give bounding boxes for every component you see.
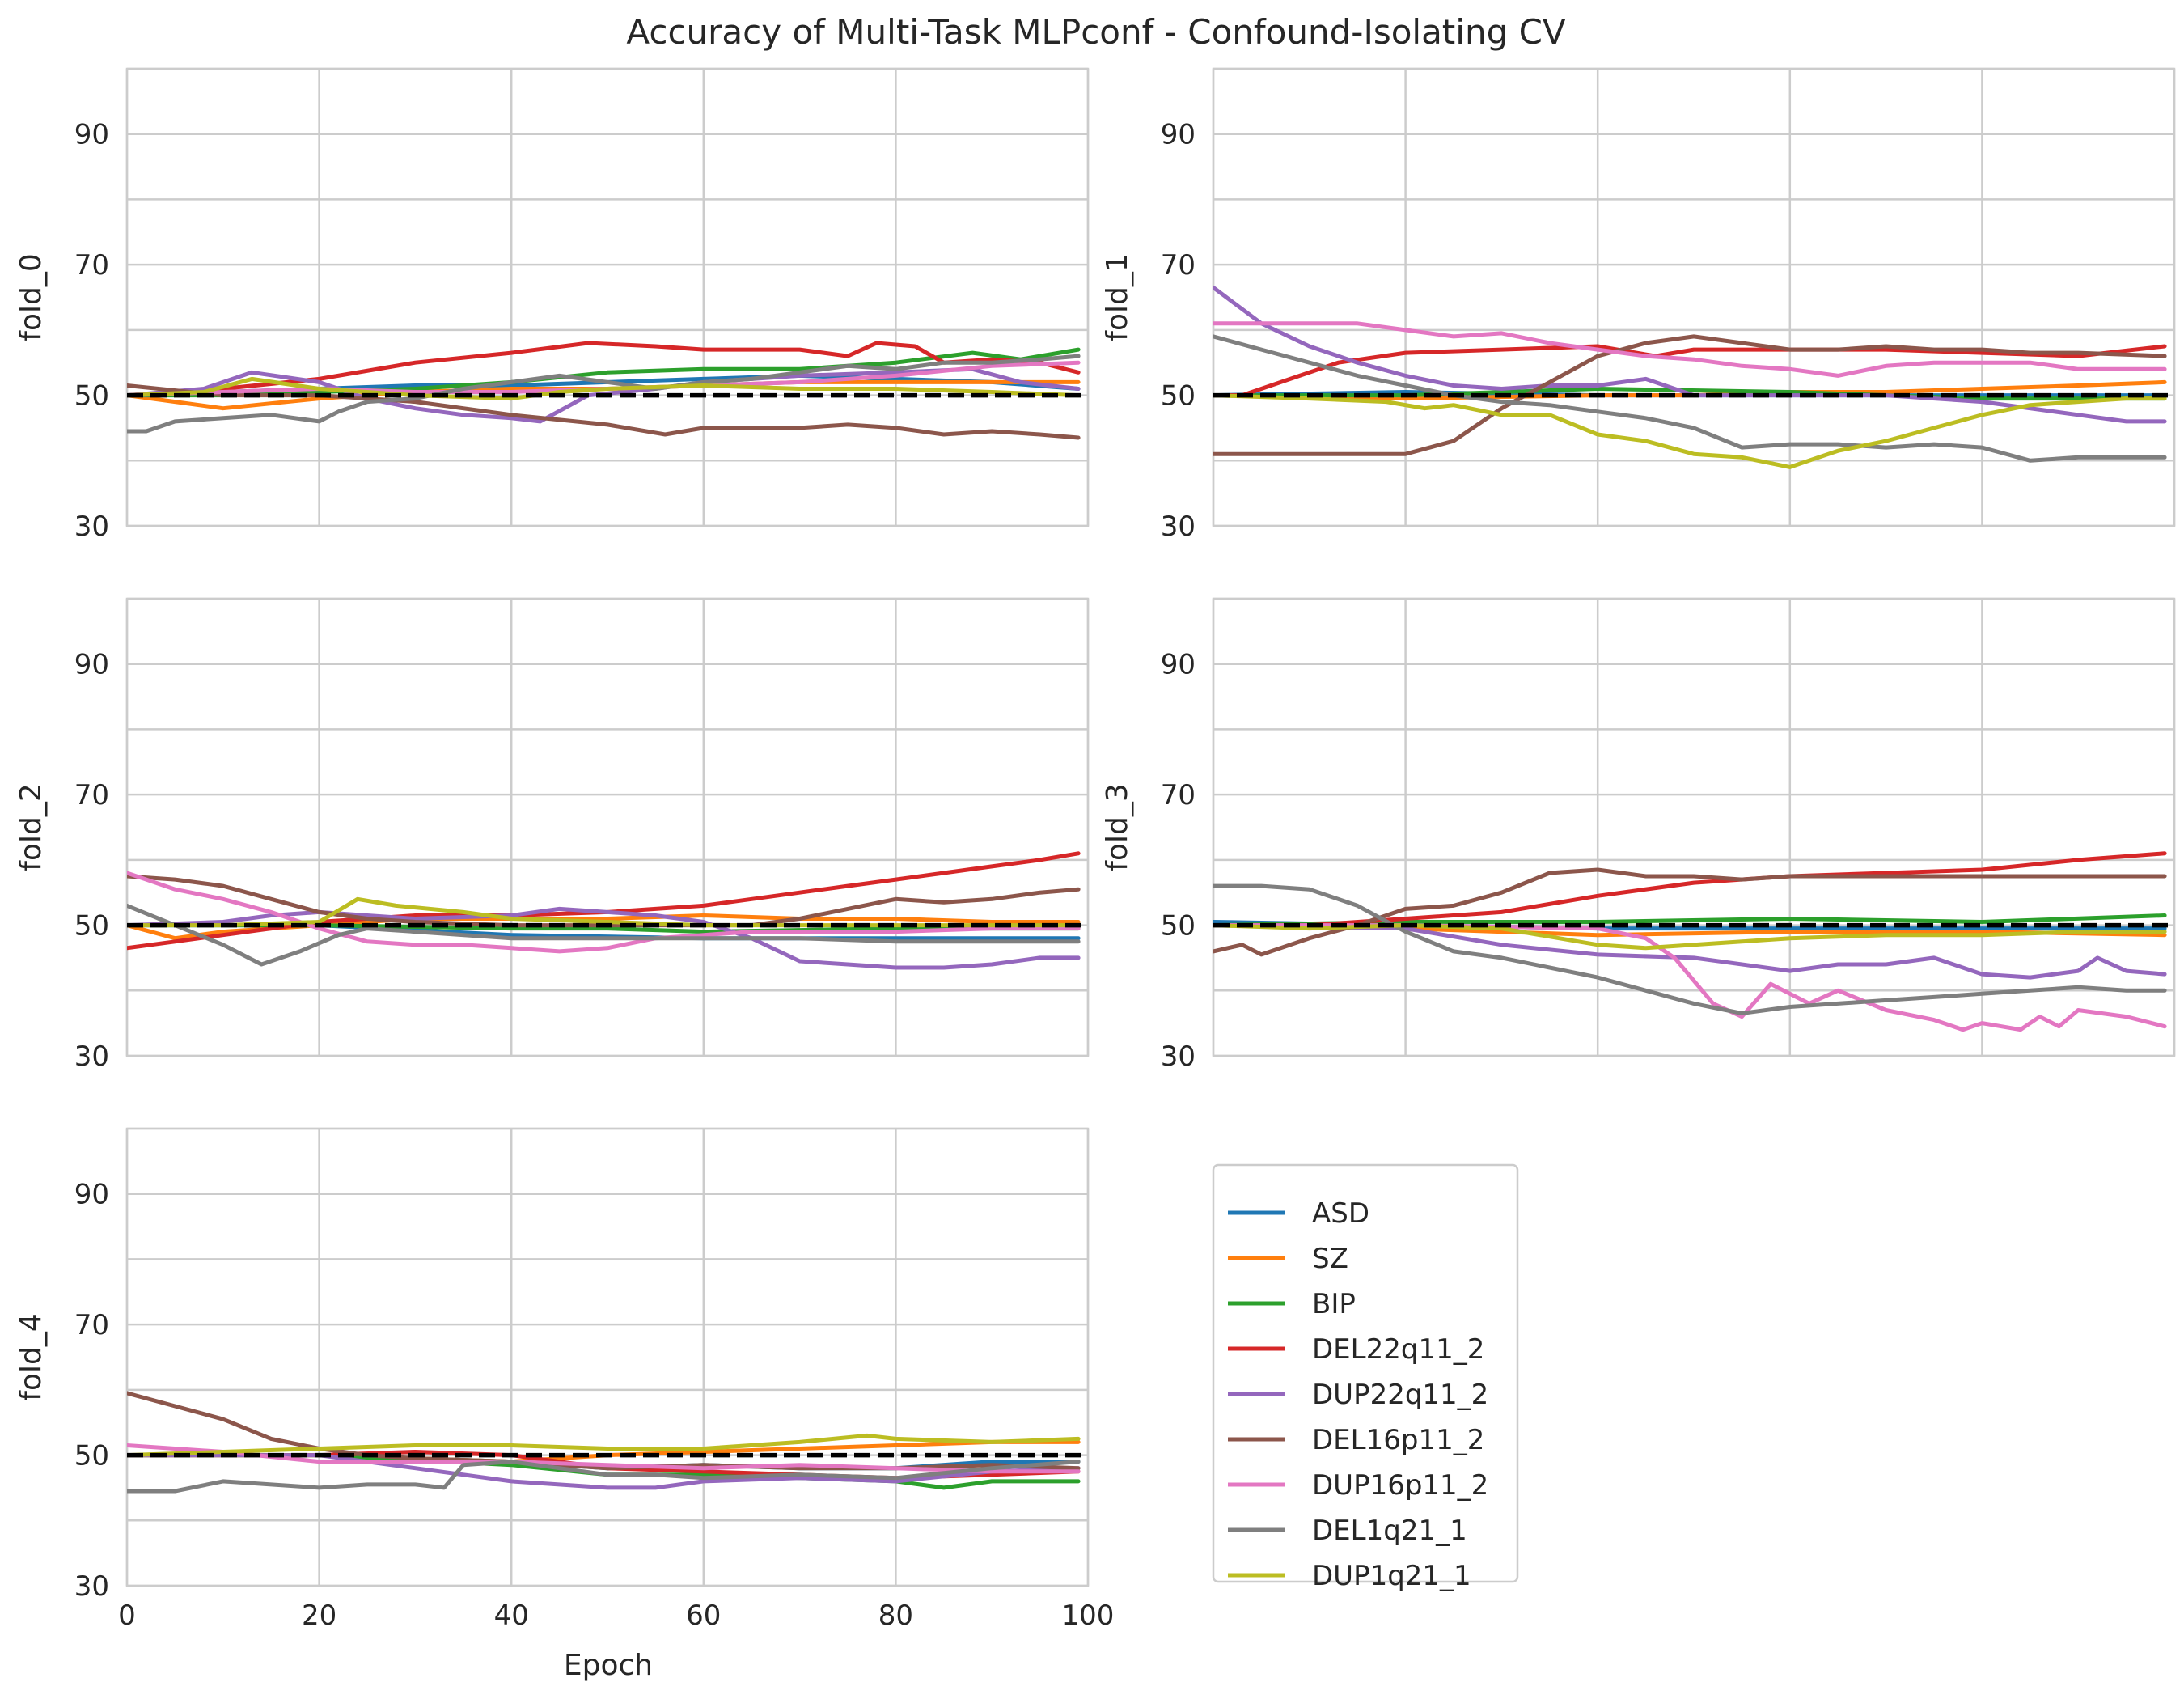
panel-fold_1: 30 50 70 90 fold_1 [1101, 67, 2176, 543]
y-tick-label: 50 [74, 1440, 109, 1472]
y-tick-label: 30 [1161, 511, 1196, 543]
series-line-DUP1q21_1 [1213, 393, 2167, 469]
panel-frame [125, 1127, 1090, 1587]
series-line-DEL1q21_1 [127, 354, 1081, 434]
series-line-DEL16p11_2 [1213, 334, 2167, 456]
x-tick-label: 0 [118, 1599, 136, 1632]
plot-area [127, 341, 1088, 440]
series-line-DEL16p11_2 [1213, 867, 2167, 957]
y-axis-label: fold_3 [1101, 783, 1134, 871]
y-tick-label: 70 [74, 249, 109, 282]
legend-label-DUP1q21_1: DUP1q21_1 [1312, 1560, 1471, 1592]
y-axis-label: fold_2 [15, 783, 48, 871]
series-line-DUP1q21_1 [127, 1433, 1081, 1458]
panel-frame [125, 67, 1090, 527]
figure-title: Accuracy of Multi-Task MLPconf - Confoun… [626, 12, 1566, 52]
panel-fold_0: 30 50 70 90 fold_0 [15, 67, 1090, 543]
y-tick-label: 50 [74, 910, 109, 943]
series-line-DEL1q21_1 [1213, 334, 2167, 463]
legend-frame [1212, 1163, 1519, 1583]
legend-label-SZ: SZ [1312, 1243, 1348, 1275]
plot-area [1213, 851, 2174, 1032]
series-line-DUP22q11_2 [1213, 923, 2167, 980]
series-line-DEL22q11_2 [1213, 851, 2167, 928]
series-line-DUP22q11_2 [1213, 285, 2167, 424]
panel-fold_2: 30 50 70 90 fold_2 [15, 597, 1090, 1073]
y-tick-label: 30 [74, 1040, 109, 1073]
y-tick-label: 90 [1161, 119, 1196, 151]
x-tick-label: 20 [302, 1599, 336, 1632]
legend-label-BIP: BIP [1312, 1288, 1356, 1320]
legend-label-DEL22q11_2: DEL22q11_2 [1312, 1333, 1484, 1366]
panels: 30 50 70 90 fold_0 30 50 70 90 fold_1 30 50 70 90 fold… [15, 67, 2176, 1632]
x-tick-label: 60 [686, 1599, 721, 1632]
series-line-DEL22q11_2 [127, 851, 1081, 951]
series-line-DUP22q11_2 [127, 1453, 1081, 1490]
y-tick-label: 70 [74, 779, 109, 811]
y-tick-label: 90 [74, 649, 109, 681]
panel-frame [1212, 597, 2176, 1057]
legend-label-DEL16p11_2: DEL16p11_2 [1312, 1424, 1484, 1456]
x-axis-label: Epoch [564, 1649, 653, 1682]
panel-frame [125, 597, 1090, 1057]
y-tick-label: 90 [74, 1179, 109, 1211]
y-tick-label: 50 [74, 380, 109, 413]
x-tick-label: 40 [494, 1599, 529, 1632]
y-tick-label: 90 [1161, 649, 1196, 681]
plot-area [127, 1391, 1088, 1494]
panel-frame [1212, 67, 2176, 527]
y-tick-label: 30 [74, 1570, 109, 1603]
series-line-BIP [127, 347, 1081, 398]
plot-area [127, 851, 1088, 970]
y-axis-label: fold_1 [1101, 253, 1134, 341]
series-line-DEL1q21_1 [127, 1460, 1081, 1494]
y-tick-label: 50 [1161, 910, 1196, 943]
y-axis-label: fold_0 [15, 253, 48, 341]
legend-label-DEL1q21_1: DEL1q21_1 [1312, 1515, 1467, 1547]
plot-area [1213, 285, 2174, 469]
y-tick-label: 70 [74, 1309, 109, 1341]
series-line-DEL22q11_2 [1213, 344, 2167, 398]
y-tick-label: 30 [1161, 1040, 1196, 1073]
legend-label-ASD: ASD [1312, 1197, 1369, 1230]
y-tick-label: 90 [74, 119, 109, 151]
series-line-DEL1q21_1 [127, 903, 1081, 967]
series-line-BIP [1213, 387, 2167, 401]
series-line-DUP16p11_2 [127, 1443, 1081, 1474]
x-tick-label: 80 [878, 1599, 913, 1632]
legend: ASD SZ BIP DEL22q11_2 DUP22q11_2 DEL16p11_2 DU… [1212, 1163, 1519, 1592]
series-line-DUP16p11_2 [127, 871, 1081, 954]
y-tick-label: 50 [1161, 380, 1196, 413]
legend-label-DUP16p11_2: DUP16p11_2 [1312, 1469, 1488, 1502]
x-tick-label: 100 [1062, 1599, 1115, 1632]
panel-fold_4: 30 50 70 90 0 20 40 60 80 100 fold_4 [15, 1127, 1115, 1632]
series-line-DUP16p11_2 [1213, 321, 2167, 378]
series-line-DEL1q21_1 [1213, 883, 2167, 1015]
y-tick-label: 70 [1161, 249, 1196, 282]
y-tick-label: 30 [74, 511, 109, 543]
y-tick-label: 70 [1161, 779, 1196, 811]
legend-label-DUP22q11_2: DUP22q11_2 [1312, 1379, 1488, 1411]
panel-fold_3: 30 50 70 90 fold_3 [1101, 597, 2176, 1073]
y-axis-label: fold_4 [15, 1313, 48, 1400]
series-line-DUP1q21_1 [127, 376, 1081, 401]
